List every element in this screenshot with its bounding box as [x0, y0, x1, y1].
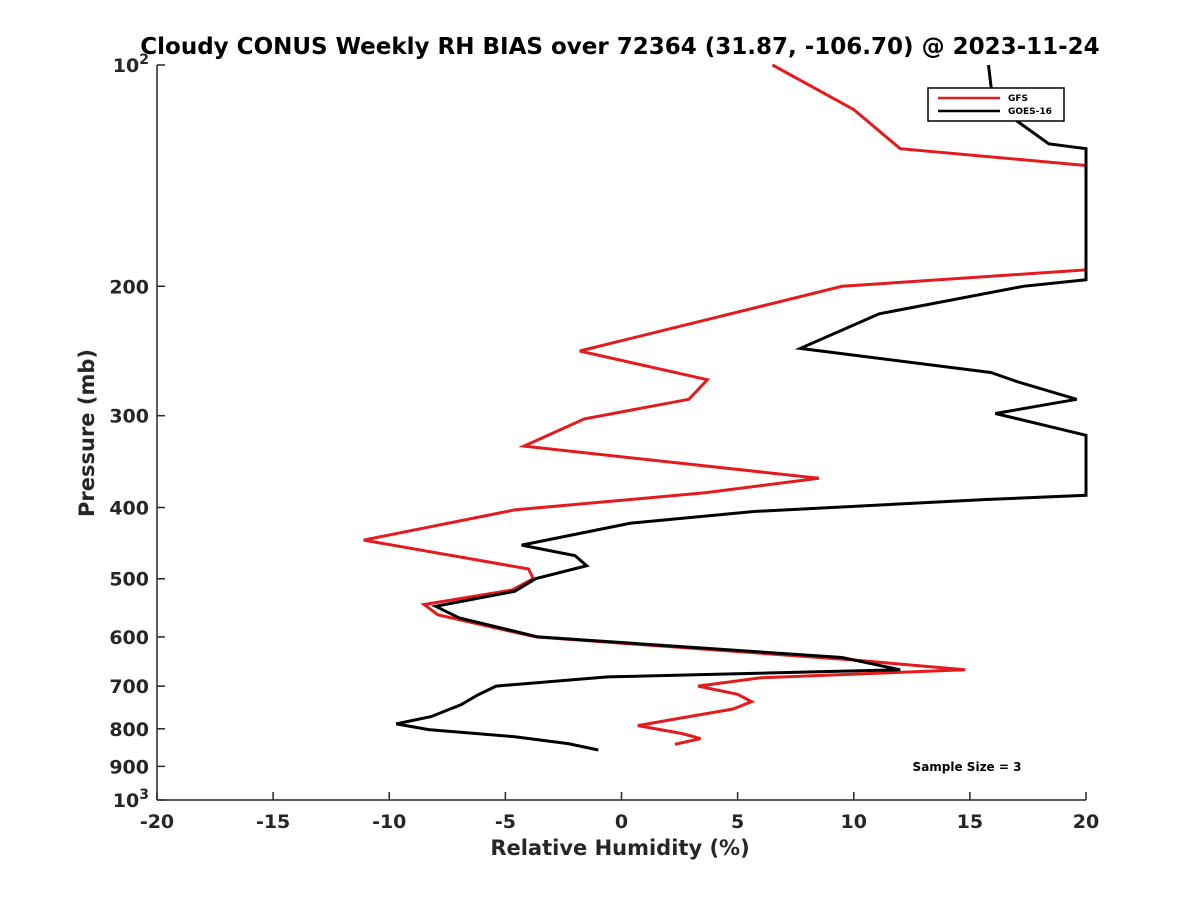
- plot-axes: [156, 65, 1086, 801]
- x-tick-label: -15: [256, 811, 290, 833]
- y-tick-label: 600: [109, 627, 149, 649]
- legend-label: GFS: [1008, 94, 1028, 104]
- legend: GFS GOES-16: [927, 87, 1065, 122]
- y-tick-label: 200: [109, 276, 149, 298]
- y-tick-label: 103: [113, 787, 149, 812]
- series-line-goes-16: [395, 64, 1088, 752]
- y-tick-label: 102: [113, 52, 149, 77]
- x-tick-label: -10: [372, 811, 406, 833]
- x-axis-ticks: -20 -15 -10 -5 0 5 10 15 20: [140, 792, 1099, 833]
- x-axis-label: Relative Humidity (%): [490, 836, 749, 860]
- chart-title: Cloudy CONUS Weekly RH BIAS over 72364 (…: [140, 34, 1099, 60]
- x-tick-label: 0: [615, 811, 628, 833]
- legend-box: [927, 87, 1065, 122]
- y-tick-label: 700: [109, 676, 149, 698]
- x-tick-label: 15: [957, 811, 983, 833]
- series-lines: [363, 63, 1088, 752]
- x-tick-label: 5: [731, 811, 744, 833]
- y-tick-label: 800: [109, 719, 149, 741]
- y-axis-ticks: 102 200 300 400 500 600 700 800 900 103: [109, 52, 165, 812]
- y-tick-label: 300: [109, 406, 149, 428]
- x-tick-label: -5: [495, 811, 516, 833]
- y-tick-label: 500: [109, 569, 149, 591]
- series-line-gfs: [363, 63, 1088, 746]
- x-tick-label: 20: [1073, 811, 1099, 833]
- legend-label: GOES-16: [1008, 107, 1052, 117]
- x-tick-label: -20: [140, 811, 174, 833]
- y-tick-label: 400: [109, 498, 149, 520]
- x-tick-label: 10: [841, 811, 867, 833]
- y-axis-label: Pressure (mb): [75, 349, 99, 517]
- sample-size-annotation: Sample Size = 3: [913, 760, 1022, 774]
- y-tick-label: 900: [109, 756, 149, 778]
